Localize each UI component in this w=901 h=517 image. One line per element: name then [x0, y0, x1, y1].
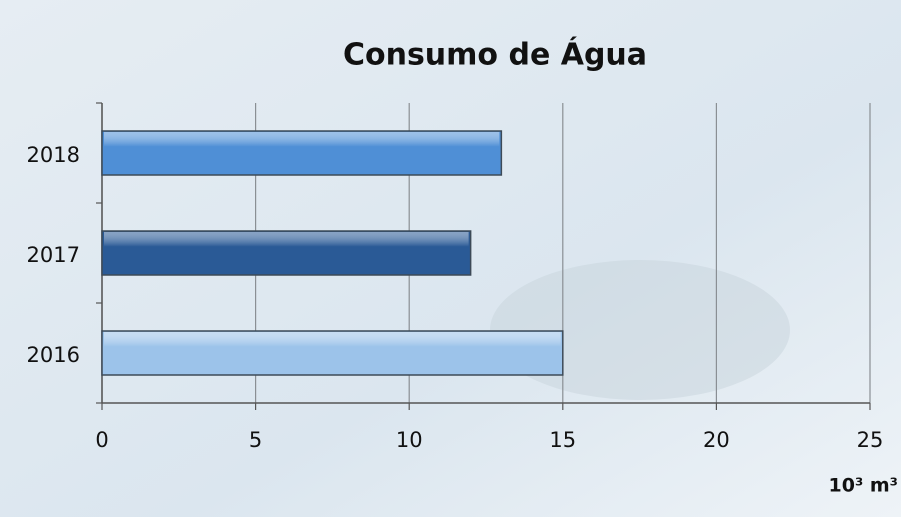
background-decor	[490, 260, 790, 400]
x-tick-label: 15	[549, 428, 576, 452]
x-tick-label: 0	[95, 428, 108, 452]
y-tick-label: 2017	[27, 243, 80, 267]
bar	[101, 230, 472, 276]
x-tick-label: 5	[249, 428, 262, 452]
bar	[101, 330, 564, 376]
y-tick-label: 2016	[27, 343, 80, 367]
chart-title: Consumo de Água	[343, 37, 647, 73]
y-tick-label: 2018	[27, 143, 80, 167]
x-axis-label: 10³ m³	[829, 475, 899, 497]
x-tick-label: 10	[396, 428, 423, 452]
x-tick-label: 20	[703, 428, 730, 452]
x-tick-label: 25	[857, 428, 884, 452]
bar	[101, 130, 503, 176]
